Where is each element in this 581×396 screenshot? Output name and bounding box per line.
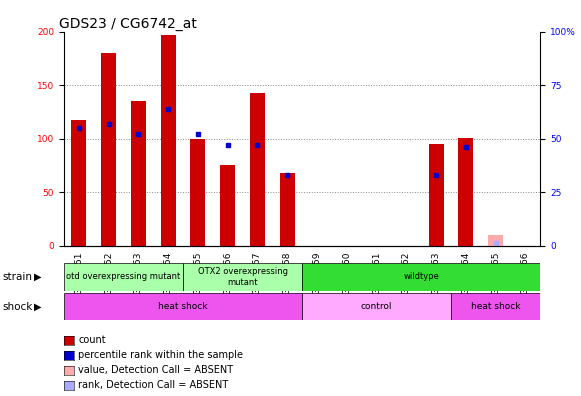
Text: value, Detection Call = ABSENT: value, Detection Call = ABSENT: [78, 365, 234, 375]
Text: percentile rank within the sample: percentile rank within the sample: [78, 350, 243, 360]
Text: strain: strain: [3, 272, 33, 282]
Text: heat shock: heat shock: [158, 302, 208, 311]
Bar: [64, 293, 302, 320]
Bar: [280, 173, 295, 246]
Bar: [220, 165, 235, 246]
Bar: [250, 93, 265, 246]
Bar: [183, 263, 302, 291]
Bar: [71, 120, 86, 246]
Text: control: control: [361, 302, 392, 311]
Bar: [161, 35, 175, 246]
Text: shock: shock: [3, 301, 33, 312]
Text: heat shock: heat shock: [471, 302, 521, 311]
Text: wildtype: wildtype: [403, 272, 439, 281]
Bar: [131, 101, 146, 246]
Bar: [429, 144, 443, 246]
Text: otd overexpressing mutant: otd overexpressing mutant: [66, 272, 181, 281]
Text: rank, Detection Call = ABSENT: rank, Detection Call = ABSENT: [78, 380, 229, 390]
Bar: [302, 293, 451, 320]
Text: ▶: ▶: [34, 301, 41, 312]
Text: count: count: [78, 335, 106, 345]
Bar: [64, 263, 183, 291]
Bar: [302, 263, 540, 291]
Bar: [101, 53, 116, 246]
Bar: [488, 235, 503, 246]
Text: GDS23 / CG6742_at: GDS23 / CG6742_at: [59, 17, 197, 30]
Text: OTX2 overexpressing
mutant: OTX2 overexpressing mutant: [198, 267, 288, 286]
Bar: [191, 139, 205, 246]
Text: ▶: ▶: [34, 272, 41, 282]
Bar: [458, 137, 474, 246]
Bar: [451, 293, 540, 320]
